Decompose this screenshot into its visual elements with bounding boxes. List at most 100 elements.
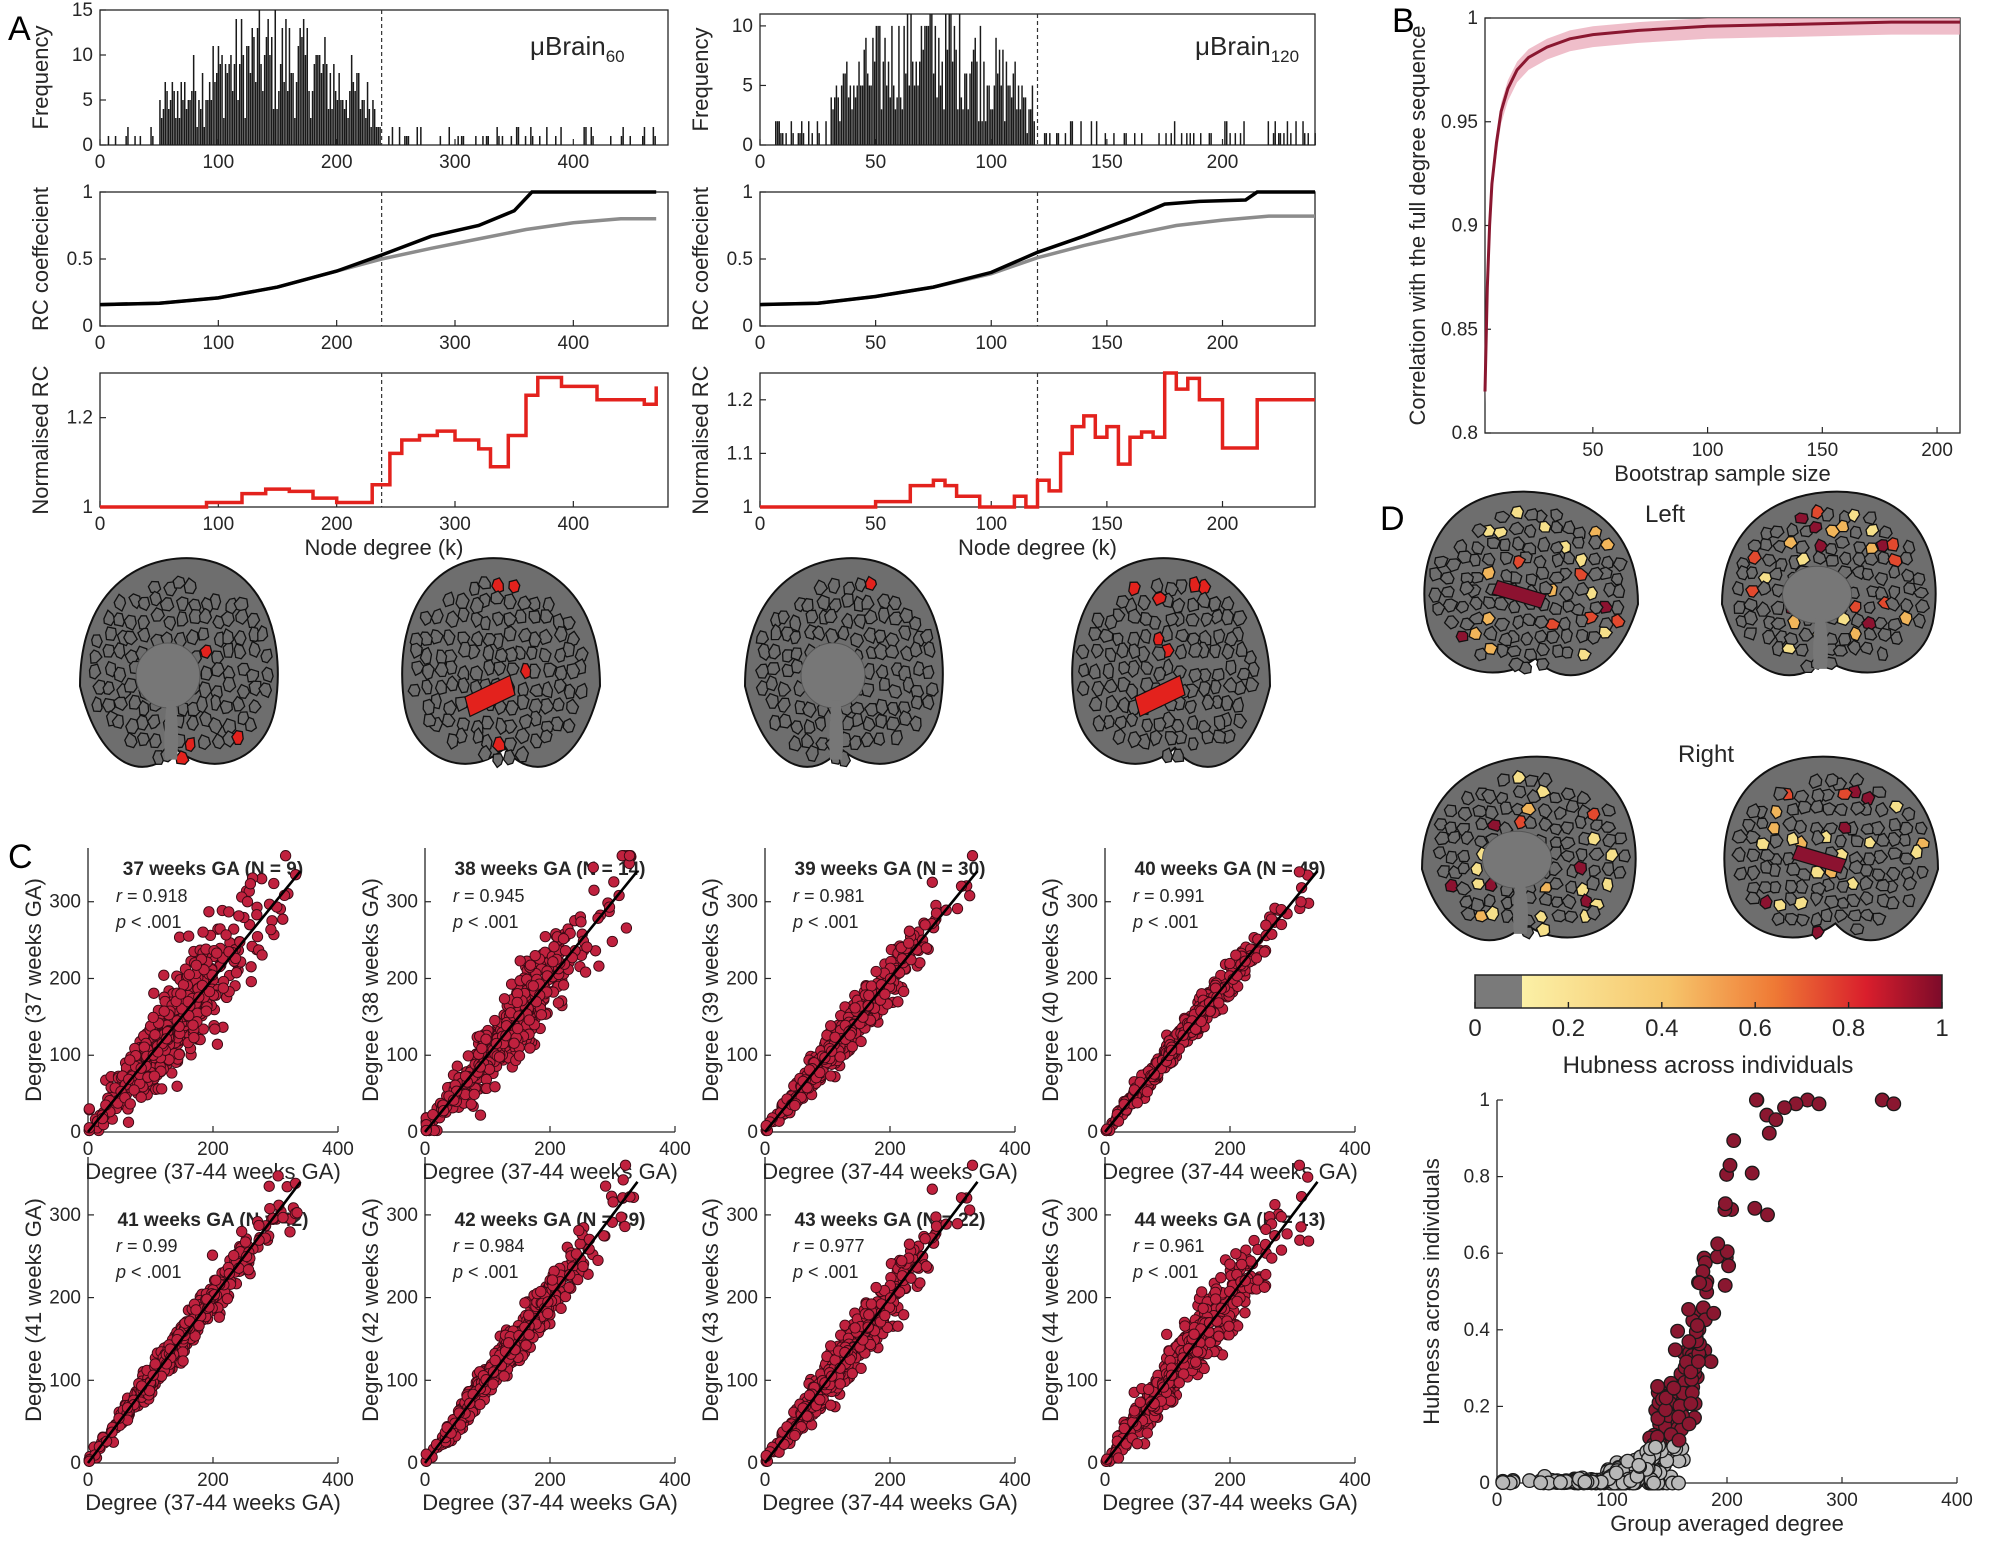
a_freq_60-bar-91 <box>306 28 309 145</box>
c_39-point-496 <box>849 1002 861 1014</box>
a_freq_60-bar-100 <box>322 64 325 145</box>
c_41-ytick-label-1: 100 <box>49 1370 81 1391</box>
a_freq_120-bar-49 <box>886 85 888 145</box>
c_41-point-497 <box>228 1249 240 1262</box>
c_41-ytick-label-2: 200 <box>49 1288 81 1309</box>
c_37-point-421 <box>256 949 268 961</box>
a_freq_60-bar-85 <box>295 82 298 145</box>
a_freq_120-bar-50 <box>887 61 890 145</box>
b_bootstrap-xtick-label-1: 100 <box>1692 440 1724 461</box>
c_39-p-symbol: p <box>792 912 803 932</box>
a_freq_120-bar-144 <box>1090 121 1093 145</box>
a_freq_120-bar-23 <box>840 85 843 145</box>
a_freq_60-bar-54 <box>240 19 243 145</box>
c_37-point-415 <box>122 1116 135 1128</box>
a_freq_120-ytick-label-0: 0 <box>742 135 753 156</box>
a_freq_60-bar-120 <box>358 73 360 145</box>
a_rc_120-xtick-label-2: 100 <box>975 333 1007 354</box>
c_39-xtick-label-2: 400 <box>999 1139 1031 1160</box>
a_rc_60-ytick-label-1: 0.5 <box>67 249 93 270</box>
a_freq_60-bar-67 <box>263 55 266 145</box>
a_freq_60-bar-63 <box>256 28 259 145</box>
a_freq_60-bar-102 <box>326 64 328 145</box>
d_hubness-ylabel: Hubness across individuals <box>1419 1158 1444 1425</box>
a_freq_60-bar-166 <box>592 136 594 145</box>
c_43-point-431 <box>892 1320 904 1332</box>
c_38-point-504 <box>480 1033 492 1045</box>
c_38-r-symbol: r <box>453 886 460 906</box>
c_37-point-516 <box>148 1070 161 1082</box>
a_freq_120-bar-130 <box>1026 133 1028 145</box>
c_44-point-245 <box>1281 1228 1293 1240</box>
a_rc_120-xtick-label-1: 50 <box>865 333 886 354</box>
a_freq_120-xtick-label-4: 200 <box>1207 152 1239 173</box>
c_42-point-489 <box>563 1281 575 1294</box>
a_freq_60-bar-167 <box>610 136 612 145</box>
a_freq_60-bar-60 <box>251 28 254 145</box>
c_42-point-377 <box>519 1297 531 1309</box>
a_freq_120-bar-143 <box>1080 121 1082 145</box>
a_freq_60-bar-9 <box>160 118 163 145</box>
c_38-point-471 <box>462 1050 474 1062</box>
a_rc_120-empirical-line <box>759 190 1315 307</box>
a_freq_120-bar-13 <box>811 133 813 145</box>
a_freq_60-xtick-label-3: 300 <box>439 152 471 173</box>
c_42-point-510 <box>573 1224 585 1237</box>
a_freq_120-bar-80 <box>939 85 942 145</box>
c_43-r-value: = 0.977 <box>799 1236 865 1256</box>
a_freq_120-bar-94 <box>964 73 966 145</box>
c_37-p-value: < .001 <box>126 912 182 932</box>
a_freq_120-bar-171 <box>1274 121 1276 145</box>
c_38-r-stat: r = 0.945 <box>453 886 525 906</box>
d_hubness-ytick-label-5: 1 <box>1479 1090 1490 1111</box>
c_38-point-512 <box>547 956 559 968</box>
a_freq_60-bar-37 <box>210 100 213 145</box>
c_43-ytick-label-0: 0 <box>747 1453 758 1474</box>
a_freq_60-bar-62 <box>255 82 257 145</box>
a_freq_60-xtick-label-2: 200 <box>321 152 353 173</box>
a_freq_60-bar-49 <box>231 91 234 145</box>
a_norm_120-xlabel: Node degree (k) <box>958 535 1117 560</box>
c_42-point-512 <box>535 1285 547 1298</box>
a_freq_120-bar-167 <box>1239 133 1242 145</box>
a_freq_120-bar-110 <box>991 109 994 145</box>
c_37-point-494 <box>183 968 195 981</box>
c_38-point-514 <box>511 996 523 1009</box>
c_40-r-stat: r = 0.991 <box>1133 886 1205 906</box>
c_37-point-452 <box>203 985 216 998</box>
a_freq_60-bar-96 <box>315 55 317 145</box>
a_freq_120-bar-173 <box>1279 133 1282 145</box>
a_freq_60-bar-30 <box>198 100 200 145</box>
a_freq_120-bar-2 <box>778 121 780 145</box>
c_44-point-486 <box>1209 1293 1222 1305</box>
c_43-point-509 <box>926 1183 938 1195</box>
c_43-xtick-label-1: 200 <box>874 1470 906 1491</box>
a_freq_120-bar-125 <box>1017 85 1020 145</box>
a_rc_60-ylabel: RC coeffecient <box>28 187 53 331</box>
a_freq_60-bar-57 <box>246 46 248 145</box>
c_42-ytick-label-0: 0 <box>407 1453 418 1474</box>
c_44-xlabel: Degree (37-44 weeks GA) <box>1102 1490 1358 1515</box>
c_37-point-476 <box>175 988 187 1000</box>
c_39-title: 39 weeks GA (N = 30) <box>795 859 986 880</box>
a_rc_120-ytick-label-1: 0.5 <box>727 249 753 270</box>
c_44-ytick-label-1: 100 <box>1066 1370 1098 1391</box>
d_hubness-xtick-label-4: 400 <box>1941 1490 1973 1511</box>
a_norm_60-xtick-label-2: 200 <box>321 514 353 535</box>
d_hubness-xtick-label-0: 0 <box>1492 1490 1503 1511</box>
c_44-point-484 <box>1131 1438 1143 1450</box>
c_37-point-183 <box>171 1080 183 1092</box>
c_41-point-322 <box>236 1225 248 1238</box>
a_norm_120-xtick-label-2: 100 <box>975 514 1007 535</box>
a_freq_120-bar-121 <box>1010 97 1013 145</box>
c_44-point-441 <box>1260 1223 1272 1236</box>
a_freq_60-bar-126 <box>368 109 371 145</box>
c_43-point-449 <box>870 1281 882 1294</box>
c_38-title: 38 weeks GA (N = 14) <box>455 859 646 880</box>
a_freq_60-bar-84 <box>294 118 296 145</box>
a_freq_60-bar-77 <box>281 28 284 145</box>
a_freq_60-bar-150 <box>496 127 498 145</box>
